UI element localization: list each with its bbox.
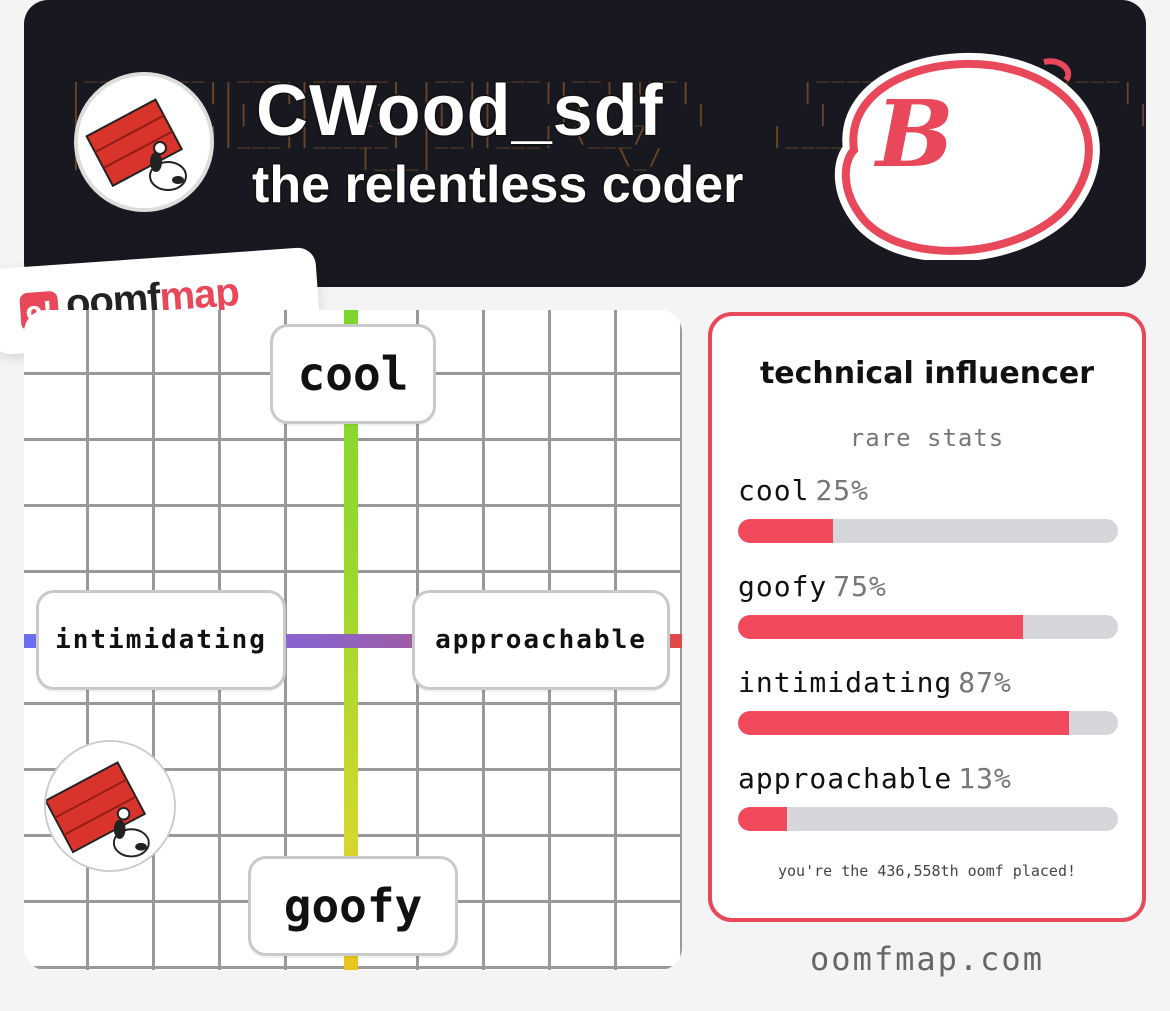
- site-url-link[interactable]: oomfmap.com: [810, 940, 1044, 978]
- alignment-grid-map: cool goofy intimidating approachable: [24, 310, 682, 970]
- archetype-title: technical influencer: [759, 356, 1095, 391]
- stat-bar-fill: [738, 807, 788, 831]
- stat-label: goofy: [738, 570, 828, 603]
- axis-label-goofy: goofy: [248, 856, 458, 956]
- stat-cool: cool 25%: [738, 474, 1118, 543]
- tagline-title: the relentless coder: [250, 155, 744, 216]
- grade-circle-icon: [834, 52, 1100, 260]
- stat-label: cool: [738, 474, 810, 507]
- stat-label: approachable: [738, 762, 953, 795]
- snoopy-doghouse-avatar-icon: [78, 76, 210, 208]
- user-avatar[interactable]: [74, 72, 214, 212]
- placement-count-footer: you're the 436,558th oomf placed!: [777, 862, 1076, 880]
- axis-label-approachable: approachable: [412, 590, 670, 690]
- snoopy-doghouse-avatar-icon: [46, 742, 174, 870]
- stat-bar: [738, 711, 1118, 735]
- stat-percent: 25%: [815, 474, 870, 507]
- stat-bar: [738, 615, 1118, 639]
- stat-percent: 75%: [833, 570, 887, 603]
- stats-subtitle: rare stats: [849, 424, 1005, 452]
- map-user-marker[interactable]: [44, 740, 176, 872]
- stat-bar-fill: [738, 615, 1023, 639]
- stat-label: intimidating: [738, 666, 953, 699]
- stat-bar: [738, 807, 1118, 831]
- grade-letter: B: [876, 80, 954, 188]
- stat-bar: [738, 519, 1118, 543]
- axis-label-intimidating: intimidating: [36, 590, 286, 690]
- stat-bar-fill: [738, 519, 833, 543]
- stat-bar-fill: [738, 711, 1069, 735]
- stats-card: technical influencer rare stats cool 25% …: [708, 312, 1146, 922]
- stat-goofy: goofy 75%: [738, 570, 1118, 639]
- stat-percent: 13%: [958, 762, 1012, 795]
- username-title: CWood_sdf: [255, 70, 665, 153]
- profile-header: ___ __ ___ _____ __ ___ __ __ _____ ____…: [24, 0, 1146, 287]
- stat-intimidating: intimidating 87%: [738, 666, 1118, 735]
- stat-approachable: approachable 13%: [738, 762, 1118, 831]
- stat-percent: 87%: [958, 666, 1012, 699]
- axis-label-cool: cool: [270, 324, 436, 424]
